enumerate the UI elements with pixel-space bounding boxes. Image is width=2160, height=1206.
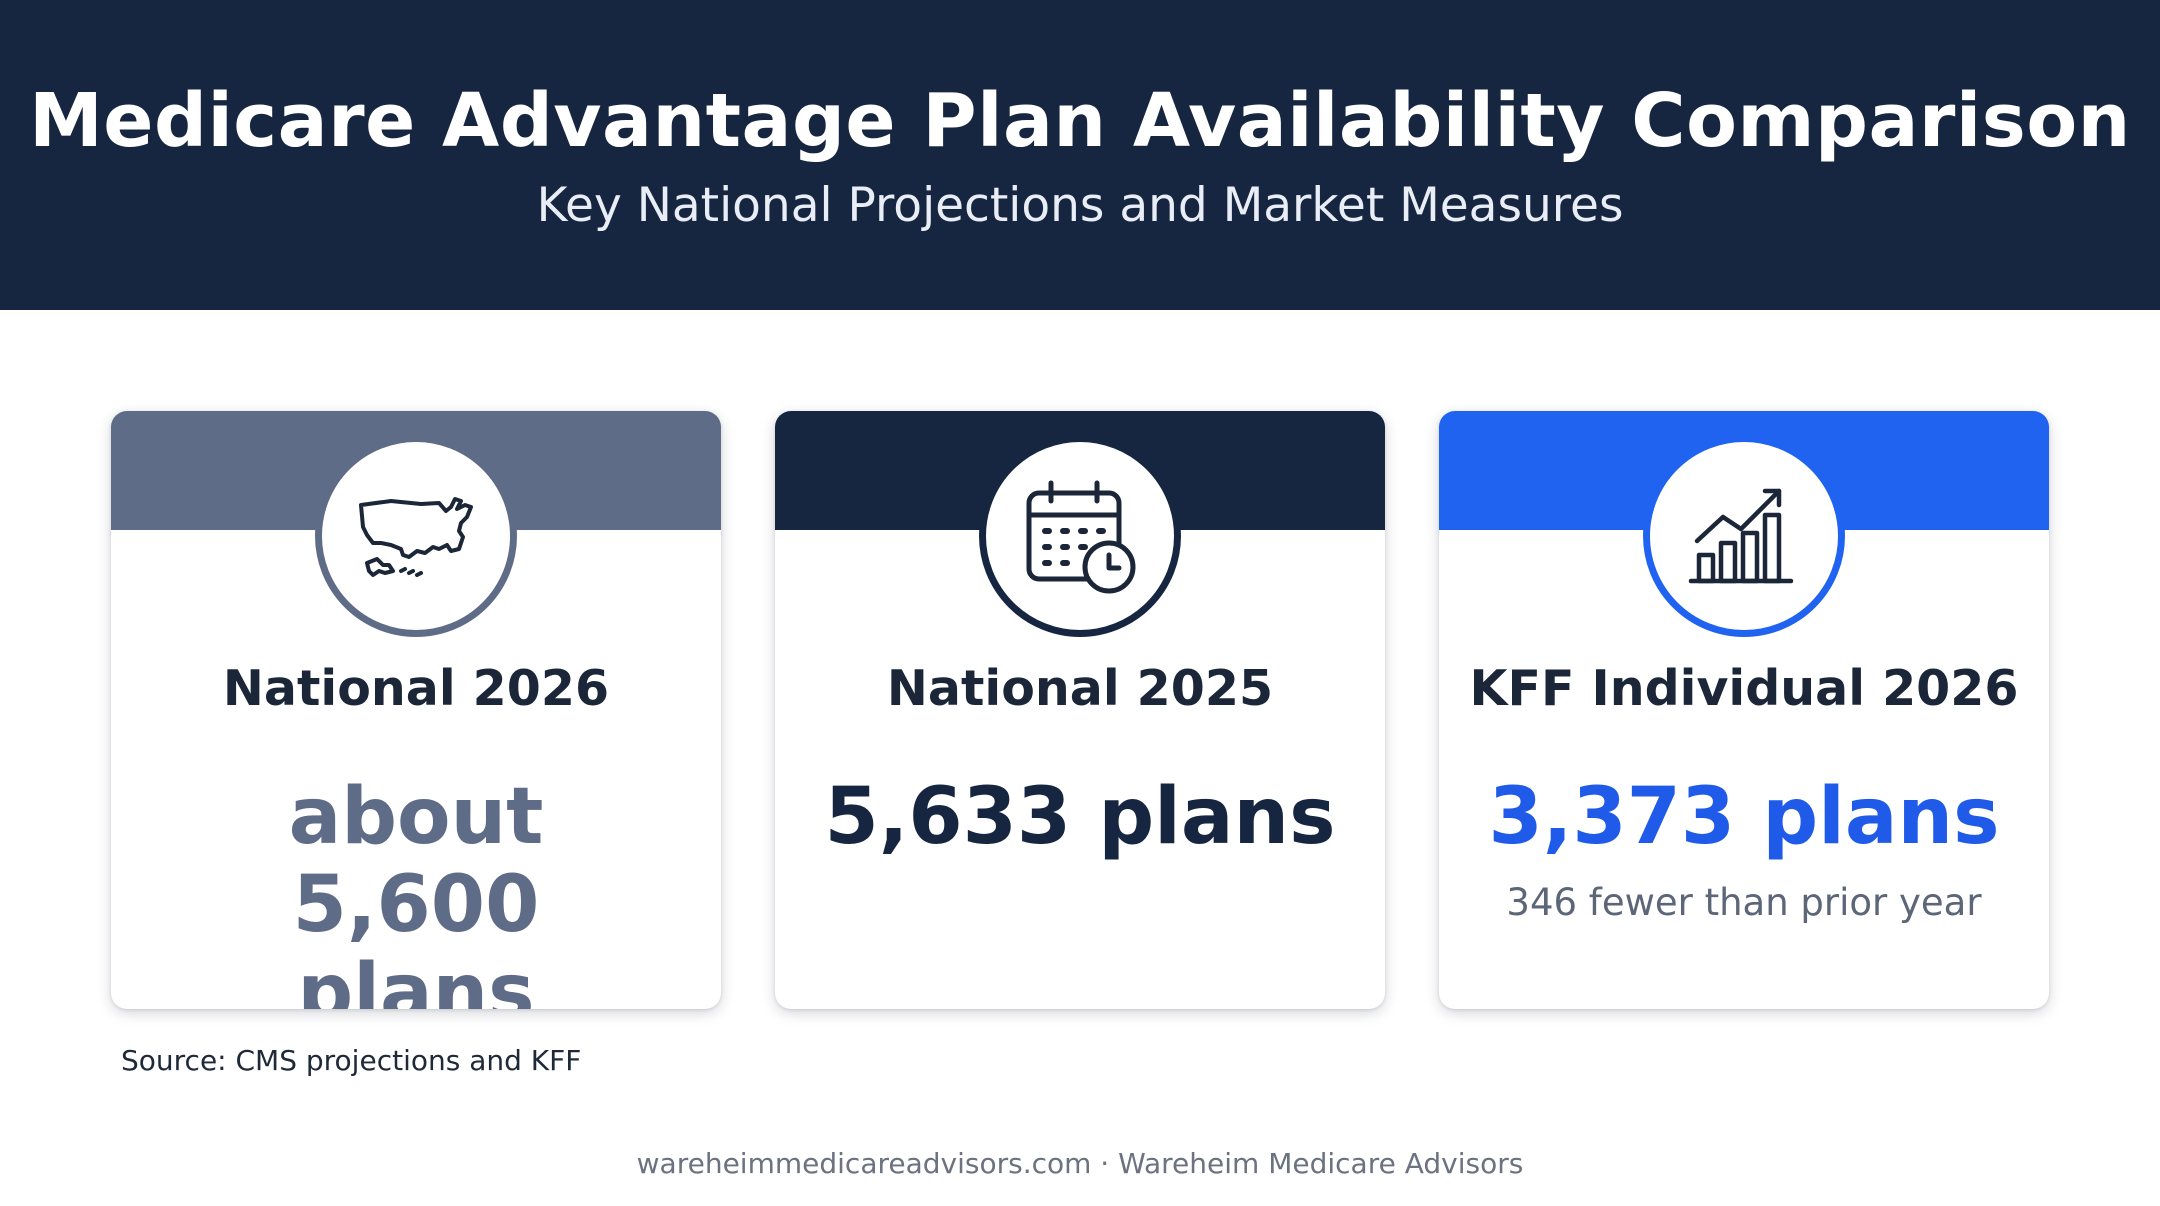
card-value: about 5,600 plans	[288, 772, 544, 1009]
card-value: 5,633 plans	[824, 772, 1336, 862]
card-note: 346 fewer than prior year	[1506, 881, 1982, 924]
us-map-icon	[359, 497, 473, 577]
footer-credit: wareheimmedicareadvisors.com · Wareheim …	[636, 1147, 1524, 1180]
card-value: 3,373 plans	[1488, 772, 2000, 862]
card-kff-individual-2026: KFF Individual 2026 3,373 plans 346 fewe…	[1439, 411, 2049, 1009]
source-note: Source: CMS projections and KFF	[121, 1044, 582, 1077]
bar-chart-growth-icon	[1688, 488, 1794, 584]
calendar-clock-icon	[1026, 480, 1136, 594]
card-label: National 2026	[222, 660, 610, 717]
page-title: Medicare Advantage Plan Availability Com…	[29, 78, 2131, 164]
card-label: KFF Individual 2026	[1469, 660, 2019, 717]
header-banner: Medicare Advantage Plan Availability Com…	[0, 0, 2160, 310]
card-national-2025: National 2025 5,633 plans	[775, 411, 1385, 1009]
card-label: National 2025	[886, 660, 1274, 717]
page-subtitle: Key National Projections and Market Meas…	[536, 178, 1624, 233]
card-national-2026: National 2026 about 5,600 plans	[111, 411, 721, 1009]
icon-circle	[1643, 435, 1845, 637]
icon-circle	[315, 435, 517, 637]
icon-circle	[979, 435, 1181, 637]
